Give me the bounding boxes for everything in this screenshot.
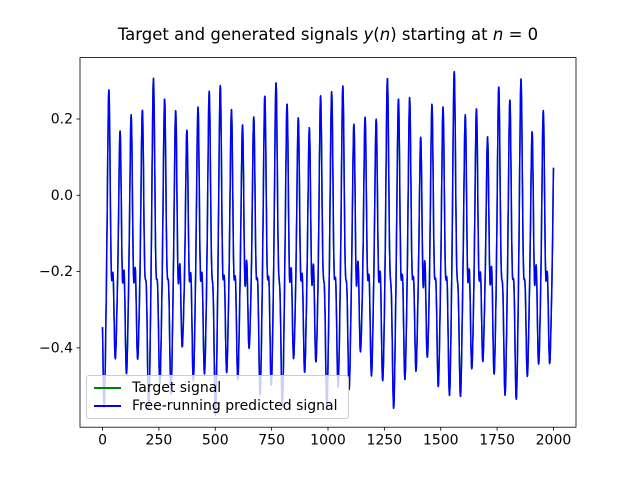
title-text-segment: Target and generated signals [117,25,364,44]
x-tick-label: 1500 [423,433,459,449]
chart-title: Target and generated signals y(n) starti… [80,25,576,44]
x-tick-label: 1750 [479,433,515,449]
legend-label-target: Target signal [132,379,222,396]
y-tick-label: 0.0 [51,188,73,204]
legend-item-target: Target signal [94,380,338,396]
y-tick-label: 0.2 [51,112,73,128]
x-tick-label: 250 [146,433,173,449]
x-tick-label: 500 [202,433,229,449]
x-tick-label: 750 [258,433,285,449]
x-tick-label: 1000 [310,433,346,449]
predicted-line-swatch [94,405,121,407]
x-tick-label: 1250 [367,433,403,449]
target-line-swatch [94,387,121,389]
y-tick-label: −0.2 [39,264,73,280]
x-tick-label: 0 [98,433,107,449]
title-text-segment: = 0 [503,25,539,44]
title-text-segment: ) starting at [390,25,493,44]
legend-label-predicted: Free-running predicted signal [132,397,338,414]
x-tick-label: 2000 [536,433,572,449]
title-math-segment: y [363,25,374,44]
y-tick-label: −0.4 [39,340,73,356]
legend-item-predicted: Free-running predicted signal [94,398,338,414]
title-math-segment: n [379,25,391,44]
title-math-segment: n [492,25,504,44]
predicted-signal-line [101,70,555,416]
title-text-segment: ( [373,25,380,44]
legend: Target signal Free-running predicted sig… [86,375,349,419]
